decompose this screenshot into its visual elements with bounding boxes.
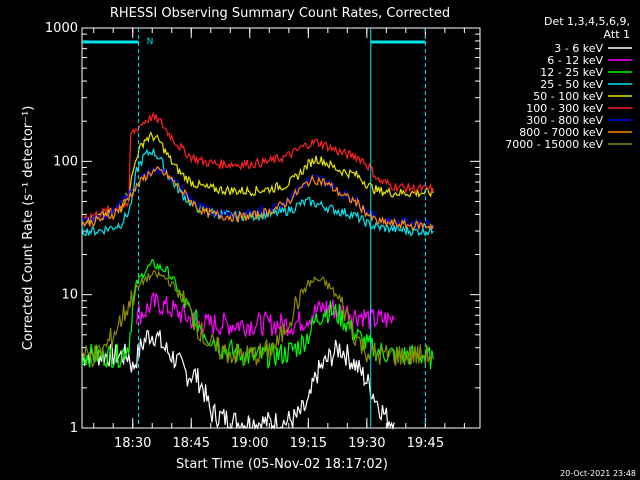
y-tick-label: 1000: [45, 21, 78, 36]
y-tick-label: 10: [61, 288, 78, 303]
y-axis: 1 10 100 1000: [45, 21, 480, 436]
x-tick-label: 19:15: [290, 436, 327, 451]
legend-label-2: 12 - 25 keV: [540, 66, 603, 79]
legend-header-line1: Det 1,3,4,5,6,9,: [544, 15, 630, 28]
x-axis: 18:30 18:45 19:00 19:15 19:30 19:45: [93, 28, 465, 451]
legend-label-0: 3 - 6 keV: [554, 42, 603, 55]
series-line-7: [81, 166, 434, 232]
legend-label-5: 100 - 300 keV: [526, 102, 603, 115]
y-tick-label: 100: [53, 154, 78, 169]
x-tick-label: 18:45: [173, 436, 210, 451]
legend-label-8: 7000 - 15000 keV: [505, 138, 603, 151]
chart-title: RHESSI Observing Summary Count Rates, Co…: [110, 6, 450, 21]
series-line-3: [81, 148, 434, 237]
legend-header-line2: Att 1: [604, 28, 630, 41]
series-line-5: [81, 111, 434, 222]
footer-timestamp: 20-Oct-2021 23:48: [560, 469, 636, 478]
x-axis-label: Start Time (05-Nov-02 18:17:02): [176, 457, 388, 472]
x-tick-label: 19:00: [231, 436, 268, 451]
y-tick-label: 1: [70, 421, 78, 436]
night-marker: N: [147, 37, 154, 47]
legend-label-3: 25 - 50 keV: [540, 78, 603, 91]
attenuator-overlays: N: [82, 28, 426, 428]
legend-label-1: 6 - 12 keV: [547, 54, 603, 67]
series-group: [81, 111, 434, 431]
legend-label-6: 300 - 800 keV: [526, 114, 603, 127]
legend-label-4: 50 - 100 keV: [533, 90, 603, 103]
series-line-0: [81, 329, 395, 431]
series-line-1: [136, 291, 395, 339]
legend-label-7: 800 - 7000 keV: [519, 126, 603, 139]
x-tick-label: 19:30: [348, 436, 385, 451]
plot-border: [81, 27, 481, 429]
series-line-4: [81, 131, 434, 225]
series-line-8: [81, 269, 434, 368]
y-axis-label: Corrected Count Rate (s⁻¹ detector⁻¹): [21, 106, 36, 351]
plot-frame: [81, 27, 481, 429]
x-tick-label: 18:30: [114, 436, 151, 451]
series-line-2: [81, 258, 434, 370]
x-tick-label: 19:45: [407, 436, 444, 451]
